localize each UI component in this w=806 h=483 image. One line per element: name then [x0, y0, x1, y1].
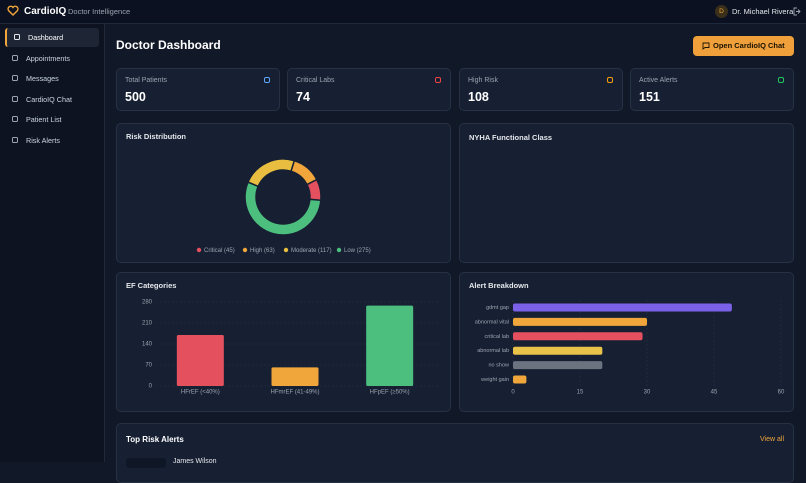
row-badge: [126, 458, 166, 468]
chat-icon: [702, 42, 710, 50]
nav-icon: [12, 95, 18, 102]
open-chat-button[interactable]: Open CardioIQ Chat: [693, 36, 794, 56]
nav-item[interactable]: CardioIQ Chat: [5, 90, 99, 109]
stat-card: Critical Labs 74: [287, 68, 451, 111]
stat-label: Total Patients: [125, 77, 168, 84]
nav-item[interactable]: Dashboard: [5, 28, 99, 47]
logo-subtitle: Doctor Intelligence: [68, 7, 131, 16]
stat-icon: [264, 77, 270, 83]
alert-panel: [459, 272, 794, 412]
stat-label: Critical Labs: [296, 77, 335, 84]
view-all-link[interactable]: View all: [760, 436, 784, 443]
stat-card: High Risk 108: [459, 68, 623, 111]
nav-label[interactable]: CardioIQ Chat: [26, 94, 72, 104]
nav-label[interactable]: Risk Alerts: [26, 136, 60, 145]
nyha-panel: NYHA Functional Class: [459, 123, 794, 263]
button-label[interactable]: Open CardioIQ Chat: [713, 41, 785, 50]
nav-label[interactable]: Dashboard: [28, 33, 64, 42]
stat-card: Active Alerts 151: [630, 68, 794, 111]
nav-icon: [14, 34, 20, 40]
logo-icon: [7, 5, 19, 16]
sidebar: Dashboard Appointments Messages CardioIQ Ch…: [0, 24, 105, 462]
ef-panel: [116, 272, 451, 412]
nav-icon: [12, 75, 18, 82]
page-title: Doctor Dashboard: [116, 38, 221, 52]
nav-icon: [12, 137, 18, 143]
stat-value: 74: [296, 90, 310, 104]
stat-card: Total Patients 500: [116, 68, 280, 111]
nav-icon: [12, 54, 18, 61]
avatar[interactable]: D: [715, 5, 728, 18]
stat-value: 500: [125, 90, 146, 104]
nav-label[interactable]: Messages: [26, 74, 59, 84]
stat-icon: [607, 77, 613, 83]
nav-item[interactable]: Appointments: [5, 49, 99, 68]
logout-icon[interactable]: [793, 7, 802, 16]
panel-title: NYHA Functional Class: [469, 133, 553, 142]
top-bar: CardioIQ Doctor Intelligence D Dr. Micha…: [0, 0, 806, 24]
risk-alerts-panel: Top Risk Alerts View all James Wilson: [116, 423, 794, 483]
panel-title: Top Risk Alerts: [126, 435, 184, 444]
nav-icon: [12, 116, 18, 123]
logo[interactable]: CardioIQ: [24, 6, 67, 17]
stat-icon: [778, 77, 784, 83]
nav-label[interactable]: Patient List: [26, 115, 62, 125]
nav-item[interactable]: Patient List: [5, 110, 99, 129]
stat-label: High Risk: [468, 77, 498, 84]
nav-label[interactable]: Appointments: [26, 53, 70, 63]
stat-value: 108: [468, 90, 489, 104]
nav-item[interactable]: Messages: [5, 69, 99, 88]
risk-panel: [116, 123, 451, 263]
stat-icon: [435, 77, 441, 83]
nav-item[interactable]: Risk Alerts: [5, 131, 99, 150]
user-name[interactable]: Dr. Michael Rivera: [732, 7, 794, 16]
stat-label: Active Alerts: [639, 77, 678, 84]
stat-value: 151: [639, 90, 660, 104]
